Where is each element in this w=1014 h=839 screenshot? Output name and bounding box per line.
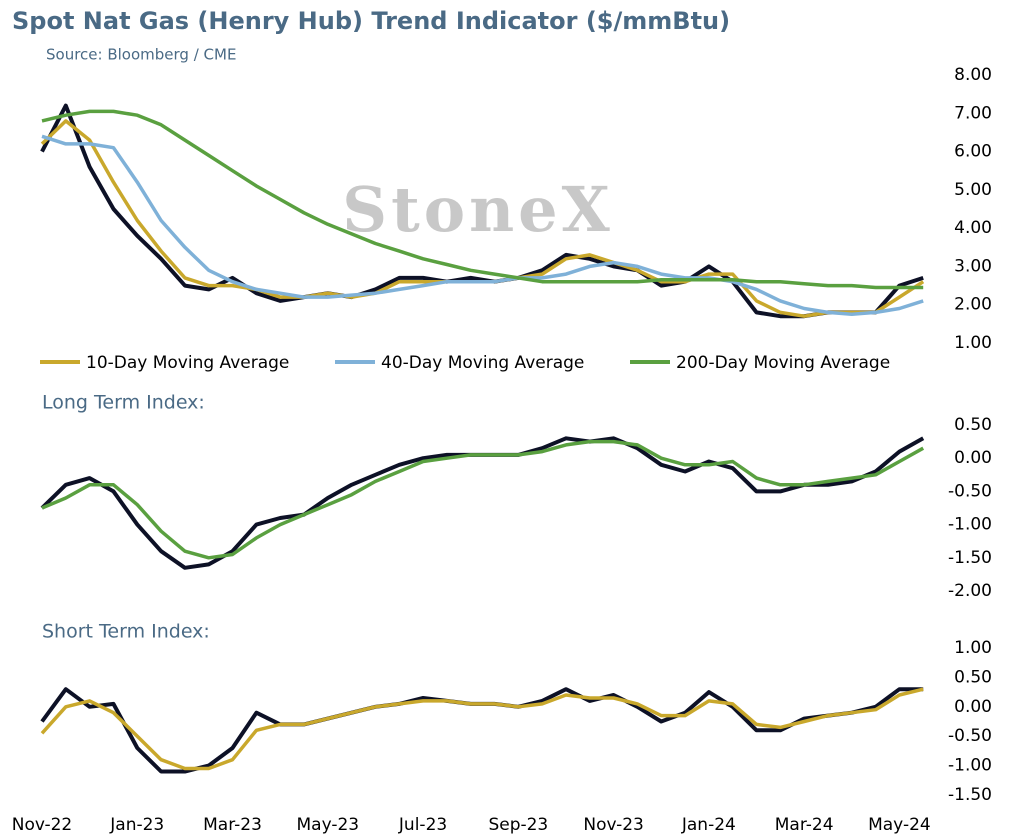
x-tick-label: Jul-23 xyxy=(398,815,447,835)
y-tick-label: -2.00 xyxy=(948,581,992,601)
y-tick-label: -1.50 xyxy=(948,785,992,805)
legend-label: 200-Day Moving Average xyxy=(676,353,890,373)
series-line xyxy=(40,436,925,570)
x-tick-label: Jan-24 xyxy=(681,815,736,835)
x-tick-label: Nov-23 xyxy=(583,815,644,835)
y-tick-label: 3.00 xyxy=(954,256,992,276)
watermark: StoneX xyxy=(342,173,613,246)
legend-label: 40-Day Moving Average xyxy=(381,353,584,373)
y-tick-label: -1.50 xyxy=(948,548,992,568)
y-tick-label: 0.50 xyxy=(954,415,992,435)
chart-subtitle: Source: Bloomberg / CME xyxy=(46,46,236,64)
panel-title: Short Term Index: xyxy=(42,621,210,643)
series-line xyxy=(41,439,925,560)
x-tick-label: Mar-23 xyxy=(203,815,262,835)
y-tick-label: 5.00 xyxy=(954,180,992,200)
y-tick-label: 4.00 xyxy=(954,218,992,238)
x-tick-label: Sep-23 xyxy=(488,815,548,835)
y-tick-label: 0.00 xyxy=(954,448,992,468)
series-line xyxy=(41,109,924,290)
x-tick-label: Mar-24 xyxy=(775,815,834,835)
y-tick-label: -0.50 xyxy=(948,726,992,746)
x-tick-label: May-24 xyxy=(868,815,931,835)
panel-title: Long Term Index: xyxy=(42,392,205,414)
y-tick-label: 1.00 xyxy=(954,638,992,658)
legend-label: 10-Day Moving Average xyxy=(86,353,289,373)
y-tick-label: 7.00 xyxy=(954,103,992,123)
y-tick-label: 6.00 xyxy=(954,142,992,162)
series-line xyxy=(40,687,924,771)
y-tick-label: 2.00 xyxy=(954,295,992,315)
x-tick-label: Jan-23 xyxy=(109,815,164,835)
y-tick-label: 8.00 xyxy=(954,65,992,85)
series-line xyxy=(40,103,924,319)
y-tick-label: -0.50 xyxy=(948,481,992,501)
chart-title: Spot Nat Gas (Henry Hub) Trend Indicator… xyxy=(12,7,730,35)
y-tick-label: 1.00 xyxy=(954,333,992,353)
series-line xyxy=(40,687,924,774)
x-tick-label: May-23 xyxy=(296,815,359,835)
y-tick-label: 0.50 xyxy=(954,667,992,687)
series-line xyxy=(41,134,924,317)
y-tick-label: -1.00 xyxy=(948,515,992,535)
y-tick-label: -1.00 xyxy=(948,756,992,776)
y-tick-label: 0.00 xyxy=(954,697,992,717)
x-tick-label: Nov-22 xyxy=(12,815,73,835)
